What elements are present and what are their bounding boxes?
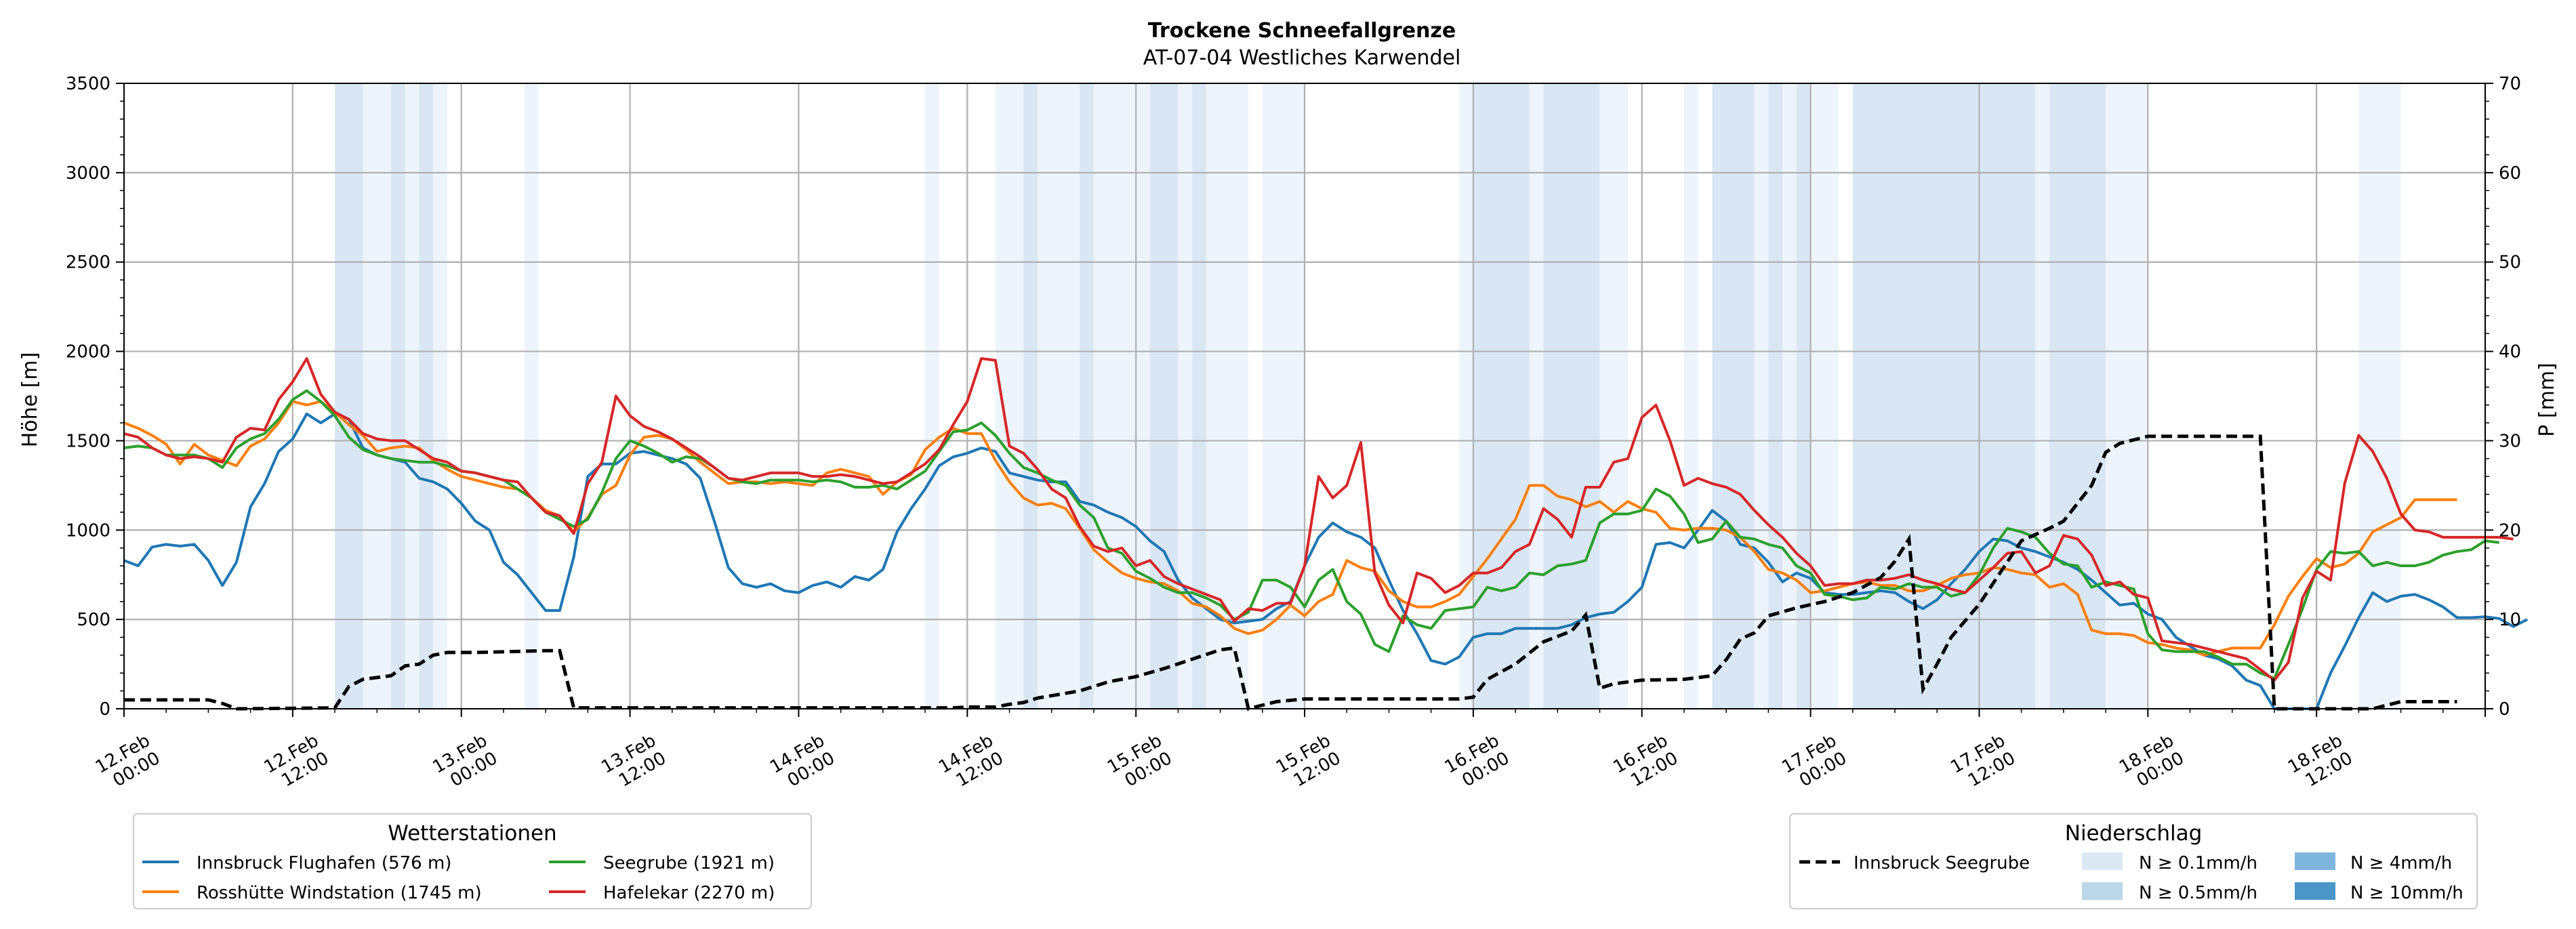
precip-band — [335, 83, 363, 709]
x-tick-label: 14.Feb00:00 — [766, 730, 838, 796]
y-right-tick-label: 40 — [2499, 342, 2521, 363]
y-left-tick-label: 2500 — [66, 253, 110, 273]
legend-swatch-n05 — [2082, 882, 2123, 900]
precip-band — [1459, 83, 1473, 709]
precip-band — [1473, 83, 1530, 709]
x-tick-label: 12.Feb00:00 — [92, 730, 164, 796]
y-left-tick-label: 3000 — [66, 163, 110, 184]
series-line — [123, 412, 2529, 710]
y-right-tick-label: 20 — [2499, 520, 2521, 541]
precip-band — [2049, 83, 2106, 709]
x-tick-label: 12.Feb12:00 — [261, 730, 333, 796]
legend-stations: Wetterstationen Innsbruck Flughafen (576… — [133, 813, 812, 909]
series-line — [123, 357, 2514, 682]
precip-band — [1080, 83, 1094, 709]
legend-swatch-n4 — [2295, 852, 2335, 870]
x-tick-label: 17.Feb00:00 — [1778, 730, 1850, 796]
legend-label-hafelekar: Hafelekar (2270 m) — [603, 883, 775, 903]
legend-label-n4: N ≥ 4mm/h — [2350, 853, 2452, 873]
precip-band — [1178, 83, 1193, 709]
y-axis-label-right: P [mm] — [2535, 363, 2559, 436]
precip-band — [1023, 83, 1038, 709]
precip-band — [1599, 83, 1628, 709]
y-left-tick-label: 3500 — [66, 74, 110, 94]
legend-label-n05: N ≥ 0.5mm/h — [2139, 883, 2257, 903]
y-left-tick-label: 0 — [99, 699, 110, 720]
precip-band — [1149, 83, 1179, 709]
legend-precipitation: Niederschlag Innsbruck Seegrube N ≥ 0.1m… — [1789, 813, 2478, 909]
precip-band — [525, 83, 539, 709]
y-left-tick-label: 1500 — [66, 431, 110, 451]
legend-label-seegrube: Seegrube (1921 m) — [603, 853, 775, 873]
y-left-tick-label: 2000 — [66, 342, 110, 363]
y-right-tick-label: 10 — [2499, 610, 2521, 630]
x-tick-label: 16.Feb00:00 — [1442, 730, 1513, 796]
precip-band — [1192, 83, 1206, 709]
y-left-tick-label: 500 — [77, 610, 110, 630]
precip-band — [1543, 83, 1600, 709]
x-tick-label: 13.Feb12:00 — [598, 730, 670, 796]
precip-band — [1768, 83, 1783, 709]
legend-stations-frame — [133, 813, 812, 909]
y-right-tick-label: 70 — [2499, 74, 2521, 94]
legend-label-innsbruck: Innsbruck Flughafen (576 m) — [197, 853, 451, 873]
precip-band — [1037, 83, 1080, 709]
legend-label-rosshuette: Rosshütte Windstation (1745 m) — [197, 883, 482, 903]
precipitation-series — [124, 434, 2457, 711]
x-tick-label: 13.Feb00:00 — [430, 730, 502, 796]
precip-band — [1754, 83, 1769, 709]
precip-band — [1796, 83, 1811, 709]
legend-swatch-n01 — [2082, 852, 2123, 870]
legend-swatch-n10 — [2295, 882, 2335, 900]
precip-band — [995, 83, 1024, 709]
station-series — [123, 357, 2529, 710]
precip-band — [2035, 83, 2050, 709]
y-left-tick-label: 1000 — [66, 520, 110, 541]
precip-band — [2358, 83, 2401, 709]
grid — [124, 83, 2485, 709]
y-right-tick-label: 60 — [2499, 163, 2521, 184]
series-line — [123, 400, 2457, 657]
precip-band — [1206, 83, 1249, 709]
y-axis-label-left: Höhe [m] — [18, 352, 42, 448]
x-tick-label: 15.Feb12:00 — [1273, 730, 1345, 796]
x-tick-label: 18.Feb12:00 — [2285, 730, 2356, 796]
x-tick-label: 14.Feb12:00 — [935, 730, 1007, 796]
precip-band — [1683, 83, 1698, 709]
x-tick-label: 16.Feb12:00 — [1610, 730, 1682, 796]
precip-band — [419, 83, 434, 709]
y-right-tick-label: 50 — [2499, 253, 2521, 273]
precipitation-bands — [335, 83, 2401, 709]
legend-label-n01: N ≥ 0.1mm/h — [2139, 853, 2257, 873]
y-right-tick-label: 30 — [2499, 431, 2521, 451]
precip-band — [1712, 83, 1755, 709]
precip-band — [391, 83, 405, 709]
x-tick-label: 18.Feb00:00 — [2116, 730, 2188, 796]
chart-subtitle: AT-07-04 Westliches Karwendel — [1143, 46, 1461, 70]
x-tick-label: 17.Feb12:00 — [1947, 730, 2019, 796]
legend-label-seegrube-precip: Innsbruck Seegrube — [1854, 853, 2030, 873]
legend-precip-title: Niederschlag — [2065, 821, 2203, 846]
precip-band — [1529, 83, 1544, 709]
precip-cumulative-line — [124, 434, 2457, 711]
y-right-tick-label: 0 — [2499, 699, 2510, 720]
precip-band — [1810, 83, 1839, 709]
legend-label-n10: N ≥ 10mm/h — [2350, 883, 2463, 903]
precip-band — [433, 83, 447, 709]
precip-band — [925, 83, 939, 709]
x-tick-label: 15.Feb00:00 — [1104, 730, 1176, 796]
precip-band — [405, 83, 420, 709]
precip-band — [1093, 83, 1150, 709]
legend-stations-title: Wetterstationen — [388, 821, 556, 846]
chart-title: Trockene Schneefallgrenze — [1148, 19, 1456, 43]
precip-band — [363, 83, 392, 709]
precip-band — [1852, 83, 2036, 709]
precip-band — [1782, 83, 1797, 709]
